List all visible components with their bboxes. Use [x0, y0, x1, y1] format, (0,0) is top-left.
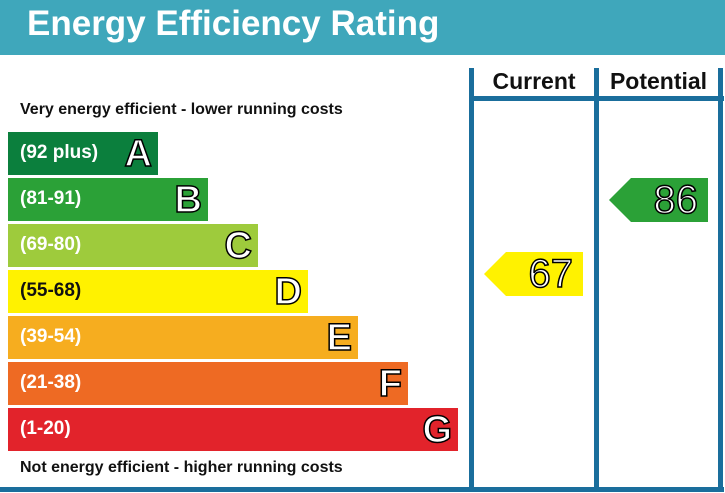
band-F: (21-38) F	[8, 362, 408, 406]
band-D: (55-68) D	[8, 270, 308, 314]
band-letter: E	[326, 316, 353, 360]
band-B: (81-91) B	[8, 178, 208, 222]
band-letter: G	[422, 408, 453, 452]
arrow-shape	[609, 178, 708, 222]
band-A: (92 plus) A	[8, 132, 158, 176]
band-range: (81-91)	[20, 188, 82, 209]
potential-value: 86	[653, 177, 699, 223]
band-range: (55-68)	[20, 280, 82, 301]
band-letter: F	[378, 362, 403, 406]
band-range: (92 plus)	[20, 142, 99, 163]
band-letter: A	[124, 132, 153, 176]
current-value: 67	[528, 251, 574, 297]
header: Energy Efficiency Rating	[0, 0, 725, 55]
arrow-shape	[484, 252, 583, 296]
divider	[718, 68, 723, 491]
divider	[594, 68, 599, 491]
divider	[0, 487, 724, 492]
column-header-current: Current	[492, 68, 576, 94]
band-G: (1-20) G	[8, 408, 458, 452]
band-letter: B	[174, 178, 203, 222]
band-letter: C	[224, 224, 253, 268]
top-note: Very energy efficient - lower running co…	[20, 101, 343, 118]
band-range: (1-20)	[20, 418, 71, 439]
band-range: (69-80)	[20, 234, 82, 255]
divider	[470, 96, 724, 101]
bottom-note: Not energy efficient - higher running co…	[20, 459, 343, 476]
title: Energy Efficiency Rating	[27, 4, 440, 43]
band-letter: D	[274, 270, 303, 314]
divider	[469, 68, 474, 491]
band-E: (39-54) E	[8, 316, 358, 360]
potential-rating-arrow: 86	[609, 177, 708, 223]
band-C: (69-80) C	[8, 224, 258, 268]
band-range: (39-54)	[20, 326, 82, 347]
current-rating-arrow: 67	[484, 251, 583, 297]
column-header-potential: Potential	[609, 68, 708, 94]
band-range: (21-38)	[20, 372, 82, 393]
